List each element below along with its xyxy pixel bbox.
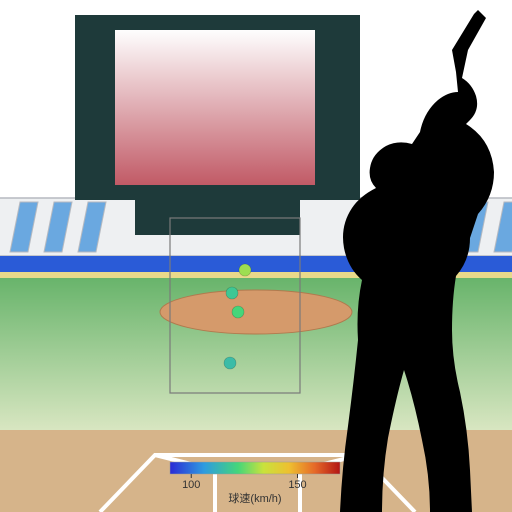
pitch-marker <box>224 357 236 369</box>
colorbar-tick-label: 100 <box>182 479 200 491</box>
scoreboard-screen <box>115 30 315 185</box>
colorbar-label: 球速(km/h) <box>228 491 281 505</box>
pitchers-mound <box>160 290 352 334</box>
speed-colorbar <box>170 462 340 474</box>
pitch-marker <box>232 306 244 318</box>
pitch-marker <box>239 264 251 276</box>
colorbar-tick-label: 150 <box>288 479 306 491</box>
pitch-marker <box>226 287 238 299</box>
pitch-location-chart: 100 150 球速(km/h) <box>0 0 512 512</box>
